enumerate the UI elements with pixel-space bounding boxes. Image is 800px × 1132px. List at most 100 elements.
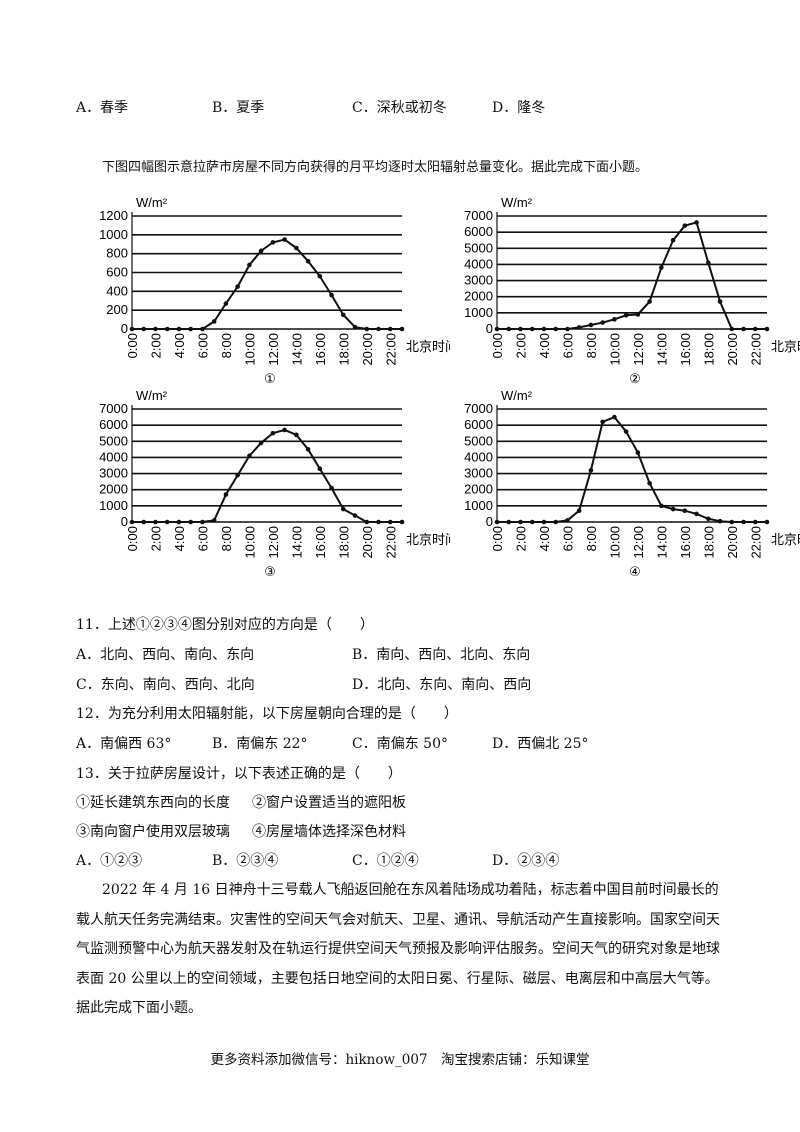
x-tick-label: 22:00 (383, 333, 398, 366)
data-point (647, 299, 652, 304)
data-point (682, 508, 688, 513)
x-tick-label: 6:00 (560, 333, 575, 358)
data-point (211, 319, 217, 324)
data-point (294, 432, 299, 438)
y-tick-label: 6000 (464, 224, 493, 239)
data-point (129, 519, 135, 525)
data-point (258, 248, 264, 254)
x-tick-label: 12:00 (631, 526, 646, 559)
q11-option-b: B．南向、西向、北向、东向 (352, 647, 531, 663)
x-tick-label: 10:00 (242, 333, 257, 366)
x-tick-label: 6:00 (560, 526, 575, 551)
q13-option-c: C．①②④ (352, 853, 419, 869)
data-point (223, 301, 229, 306)
data-point (200, 519, 205, 525)
x-tick-label: 12:00 (266, 526, 281, 559)
x-tick-label: 8:00 (584, 526, 599, 551)
y-tick-label: 1000 (99, 227, 128, 242)
x-tick-label: 4:00 (537, 333, 552, 358)
y-tick-label: 3000 (464, 273, 493, 288)
data-point (211, 518, 217, 523)
y-tick-label: 0 (121, 321, 128, 336)
data-point (364, 326, 370, 332)
x-axis-label: 北京时间 (771, 532, 800, 547)
x-tick-label: 4:00 (537, 526, 552, 551)
data-point (176, 326, 182, 332)
data-point (223, 492, 229, 497)
x-tick-label: 0:00 (490, 333, 505, 358)
data-point (305, 258, 311, 264)
data-point (317, 273, 323, 279)
data-point (635, 450, 641, 455)
data-point (529, 326, 535, 332)
chart-north-radiation: 0 200 400 600 800 1000 1200 W/m² 0:00 2:00 4:00 6:0… (99, 195, 450, 386)
data-point (565, 326, 570, 332)
data-point (752, 519, 758, 525)
q12-option-b: B．南偏东 22° (212, 736, 308, 752)
chart-intro-text: 下图四幅图示意拉萨市房屋不同方向获得的月平均逐时太阳辐射总量变化。据此完成下面小… (102, 160, 649, 175)
x-tick-label: 16:00 (678, 526, 693, 559)
data-point (341, 506, 346, 512)
data-point (258, 440, 264, 446)
data-point (717, 518, 723, 524)
data-point (153, 326, 158, 332)
data-point (612, 414, 617, 420)
data-point (764, 326, 770, 332)
q12-option-c: C．南偏东 50° (352, 736, 448, 752)
data-point (647, 480, 652, 486)
y-tick-label: 2000 (99, 482, 128, 497)
y-tick-label: 400 (106, 283, 128, 298)
data-point (247, 453, 252, 459)
y-tick-label: 0 (121, 514, 128, 529)
x-tick-label: 22:00 (383, 526, 398, 559)
data-point (329, 292, 334, 298)
y-tick-label: 1000 (464, 498, 493, 513)
y-tick-label: 5000 (99, 433, 128, 448)
y-tick-label: 6000 (464, 417, 493, 432)
x-tick-label: 18:00 (701, 526, 716, 559)
q13-stem: 13．关于拉萨房屋设计，以下表述正确的是（ ） (76, 766, 402, 782)
y-tick-label: 3000 (464, 466, 493, 481)
y-axis-label: W/m² (501, 195, 533, 210)
y-axis-label: W/m² (136, 388, 168, 403)
x-tick-label: 14:00 (289, 333, 304, 366)
data-point (153, 519, 158, 525)
footer-text: 更多资料添加微信号：hiknow_007 淘宝搜索店铺：乐知课堂 (210, 1052, 590, 1068)
q12-option-a: A．南偏西 63° (76, 736, 172, 752)
x-axis-label: 北京时间 (406, 339, 450, 354)
data-point (387, 326, 393, 332)
x-tick-label: 20:00 (360, 333, 375, 366)
y-tick-label: 3000 (99, 466, 128, 481)
y-tick-label: 2000 (464, 482, 493, 497)
x-tick-label: 8:00 (584, 333, 599, 358)
data-point (506, 326, 512, 332)
data-point (576, 325, 582, 330)
data-point (600, 320, 605, 325)
x-tick-label: 10:00 (607, 333, 622, 366)
x-tick-label: 14:00 (654, 526, 669, 559)
chart-number-label: ④ (629, 564, 641, 579)
q13-statement-1: ①延长建筑东西向的长度 (76, 795, 230, 811)
x-tick-label: 18:00 (336, 526, 351, 559)
x-tick-label: 6:00 (195, 526, 210, 551)
q10-option-c: C．深秋或初冬 (352, 100, 447, 116)
data-point (235, 284, 240, 289)
passage-text: 2022 年 4 月 16 日神舟十三号载人飞船返回舱在东风着陆场成功着陆，标志… (76, 882, 720, 1016)
data-point (541, 519, 547, 525)
x-tick-label: 16:00 (313, 526, 328, 559)
chart-number-label: ① (264, 371, 276, 386)
data-point (670, 237, 676, 243)
data-point (576, 508, 582, 513)
data-point (565, 518, 570, 523)
q13-statement-4: ④房屋墙体选择深色材料 (252, 824, 406, 840)
data-point (518, 326, 523, 332)
data-point (659, 265, 664, 270)
q11-option-a: A．北向、西向、南向、东向 (76, 647, 255, 663)
data-point (612, 317, 617, 322)
data-point (329, 485, 334, 491)
data-point (541, 326, 547, 332)
q10-option-b: B．夏季 (212, 100, 265, 116)
series-line (132, 428, 402, 523)
